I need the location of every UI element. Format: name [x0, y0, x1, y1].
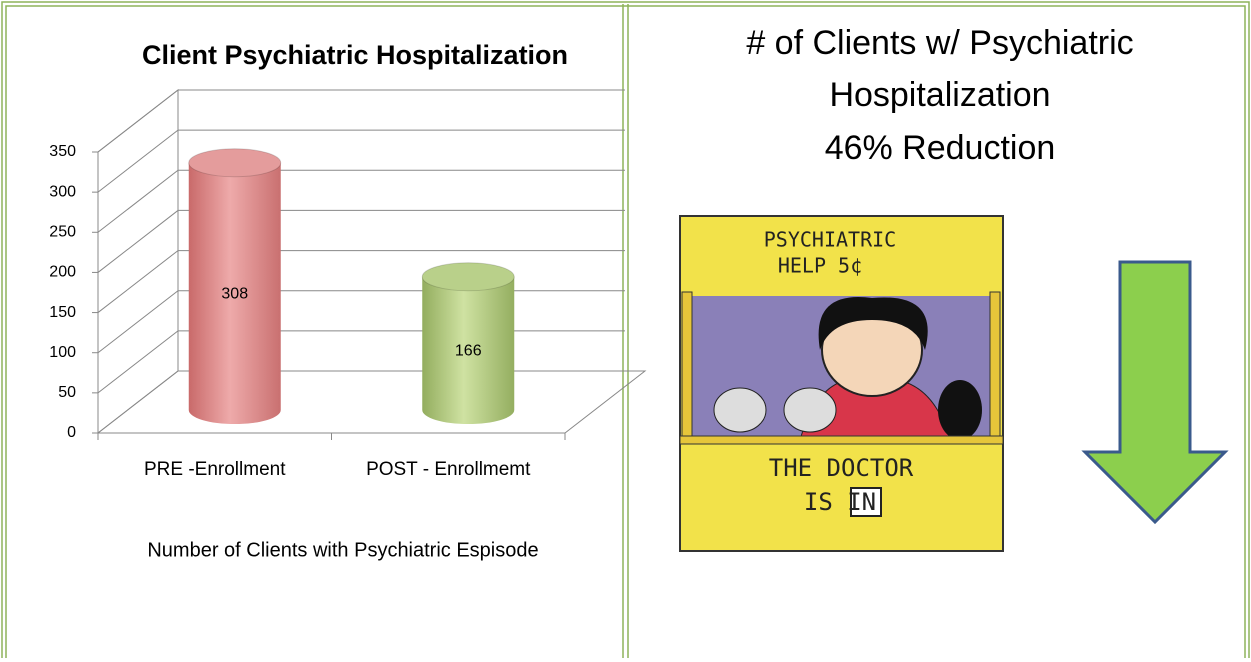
cartoon-text: HELP 5¢: [778, 254, 862, 278]
cartoon-text: THE DOCTOR: [769, 454, 914, 482]
chart-title: Client Psychiatric Hospitalization: [142, 40, 568, 70]
summary: # of Clients w/ Psychiatric Hospitalizat…: [746, 24, 1133, 167]
y-tick-label: 150: [49, 304, 76, 321]
chart-wall: [97, 88, 647, 435]
grid-line: [97, 370, 625, 434]
chart: 0 50 100 150 200 250 300 350 PRE -Enrollment 308 P…: [49, 88, 647, 480]
grid-line: [97, 330, 625, 394]
data-label: 308: [221, 286, 248, 303]
cartoon-text: IS IN: [804, 488, 876, 516]
chart-caption: Number of Clients with Psychiatric Espis…: [147, 539, 538, 561]
grid-line: [97, 129, 625, 193]
y-tick-label: 50: [58, 384, 76, 401]
y-tick-label: 100: [49, 344, 76, 361]
x-tick-label: POST - Enrollmemt: [366, 459, 531, 480]
bar-top: [188, 148, 282, 178]
grid-line: [97, 290, 625, 354]
grid-line: [97, 250, 625, 313]
data-label: 166: [455, 343, 482, 360]
grid-line: [97, 89, 625, 153]
y-tick-label: 250: [49, 224, 76, 241]
bar: [188, 162, 281, 425]
cartoon: PSYCHIATRIC HELP 5¢ THE DOCTOR IS IN: [679, 215, 1004, 552]
y-tick-label: 0: [67, 424, 76, 441]
summary-line: # of Clients w/ Psychiatric: [746, 24, 1133, 62]
down-arrow: [1081, 260, 1229, 525]
summary-line: Hospitalization: [829, 76, 1050, 114]
y-tick-label: 350: [49, 143, 76, 160]
cartoon-text: PSYCHIATRIC: [764, 228, 896, 252]
grid-line: [97, 169, 625, 233]
y-tick-label: 300: [49, 183, 76, 200]
summary-line: 46% Reduction: [825, 129, 1056, 167]
grid-line: [97, 209, 625, 273]
bar-top: [421, 262, 515, 292]
y-tick-label: 200: [49, 264, 76, 281]
bar: [422, 276, 515, 425]
x-tick-label: PRE -Enrollment: [144, 459, 286, 480]
